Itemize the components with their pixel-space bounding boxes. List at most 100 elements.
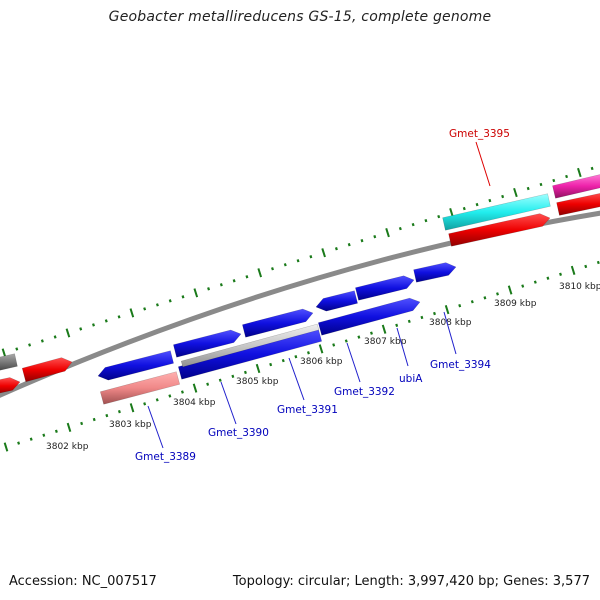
- tick-mark: [449, 208, 454, 218]
- tick-mark: [206, 382, 210, 386]
- tick-mark: [334, 247, 338, 251]
- gene-arrow-pink: [99, 371, 181, 405]
- tick-mark: [539, 182, 543, 187]
- tick-mark: [321, 248, 326, 258]
- tick-mark: [92, 417, 96, 422]
- tick-mark: [155, 303, 159, 307]
- tick-mark: [168, 299, 172, 303]
- tick-mark: [546, 276, 550, 280]
- feature-red: [21, 357, 73, 383]
- tick-mark: [269, 362, 273, 367]
- tick-mark: [307, 351, 310, 355]
- tick-mark: [507, 285, 513, 295]
- tick-mark: [470, 300, 474, 304]
- tick-mark: [180, 390, 184, 394]
- tick-mark: [117, 315, 121, 319]
- tick-mark: [143, 307, 147, 311]
- gene-label[interactable]: Gmet_3390: [208, 427, 269, 439]
- tick-mark: [257, 268, 263, 278]
- gene-arrow-blue: [413, 262, 457, 283]
- tick-mark: [513, 187, 518, 198]
- tick-mark: [243, 370, 247, 375]
- tick-mark: [381, 324, 387, 334]
- tick-mark: [105, 413, 109, 418]
- gene-label[interactable]: Gmet_3394: [430, 359, 491, 371]
- tick-mark: [496, 292, 499, 296]
- tick-mark: [117, 410, 121, 414]
- leader-line: [475, 141, 491, 187]
- tick-mark: [395, 323, 399, 327]
- tick-mark: [458, 304, 462, 308]
- tick-mark: [370, 331, 373, 335]
- gene-label[interactable]: Gmet_3391: [277, 404, 338, 416]
- tick-mark: [40, 339, 44, 343]
- leader-line: [443, 311, 457, 355]
- tick-mark: [420, 315, 424, 320]
- tick-mark: [332, 343, 336, 347]
- gene-arrow-blue: [315, 290, 358, 312]
- tick-mark: [232, 279, 236, 283]
- leader-line: [346, 342, 361, 383]
- feature-magenta: [552, 174, 600, 199]
- feature-gray: [0, 353, 18, 371]
- gene-arrow-blue: [355, 275, 415, 301]
- tick-mark: [533, 280, 537, 284]
- tick-label: 3809 kbp: [494, 299, 537, 309]
- tick-mark: [281, 358, 285, 363]
- tick-mark: [294, 355, 298, 359]
- tick-mark: [521, 284, 525, 288]
- tick-mark: [1, 348, 7, 358]
- tick-mark: [424, 218, 428, 223]
- accession-text: Accession: NC_007517: [9, 574, 157, 589]
- tick-mark: [526, 186, 530, 191]
- tick-mark: [552, 178, 556, 183]
- tick-mark: [347, 243, 351, 247]
- tick-mark: [28, 343, 32, 347]
- tick-mark: [483, 296, 487, 300]
- tick-mark: [155, 398, 159, 402]
- label-leaders: [147, 311, 457, 449]
- genome-summary-text: Topology: circular; Length: 3,997,420 bp…: [232, 574, 590, 589]
- tick-mark: [15, 347, 19, 351]
- feature-red: [556, 193, 600, 216]
- leader-line: [147, 405, 164, 449]
- leader-line: [220, 381, 237, 425]
- tick-label: 3803 kbp: [109, 420, 152, 430]
- feature-track: [0, 174, 600, 405]
- tick-mark: [181, 295, 185, 299]
- tick-mark: [129, 403, 135, 413]
- tick-label: 3810 kbp: [559, 282, 600, 292]
- tick-mark: [42, 433, 46, 437]
- tick-mark: [577, 167, 582, 178]
- tick-mark: [309, 255, 313, 259]
- tick-label: 3805 kbp: [236, 377, 279, 387]
- tick-mark: [53, 335, 57, 339]
- tick-mark: [596, 260, 600, 265]
- tick-mark: [207, 287, 211, 291]
- tick-label: 3807 kbp: [364, 337, 407, 347]
- tick-mark: [344, 339, 348, 343]
- tick-mark: [104, 319, 108, 323]
- tick-mark: [80, 421, 84, 426]
- tick-mark: [129, 308, 135, 318]
- tick-mark: [590, 166, 594, 171]
- gene-label[interactable]: Gmet_3395: [449, 128, 510, 140]
- tick-mark: [565, 174, 569, 179]
- tick-mark: [271, 267, 274, 271]
- tick-mark: [501, 194, 505, 199]
- feature-red: [0, 377, 21, 394]
- tick-mark: [475, 202, 479, 207]
- tick-label: 3808 kbp: [429, 318, 472, 328]
- feature-red: [448, 213, 551, 247]
- gene-label[interactable]: ubiA: [399, 373, 423, 385]
- tick-label: 3804 kbp: [173, 398, 216, 408]
- gene-label[interactable]: Gmet_3389: [135, 451, 196, 463]
- gene-arrow-blue: [97, 350, 174, 381]
- tick-mark: [29, 437, 33, 441]
- gene-label[interactable]: Gmet_3392: [334, 386, 395, 398]
- feature-cyan: [442, 193, 551, 231]
- tick-mark: [168, 394, 172, 398]
- tick-mark: [79, 327, 83, 331]
- tick-mark: [357, 335, 361, 339]
